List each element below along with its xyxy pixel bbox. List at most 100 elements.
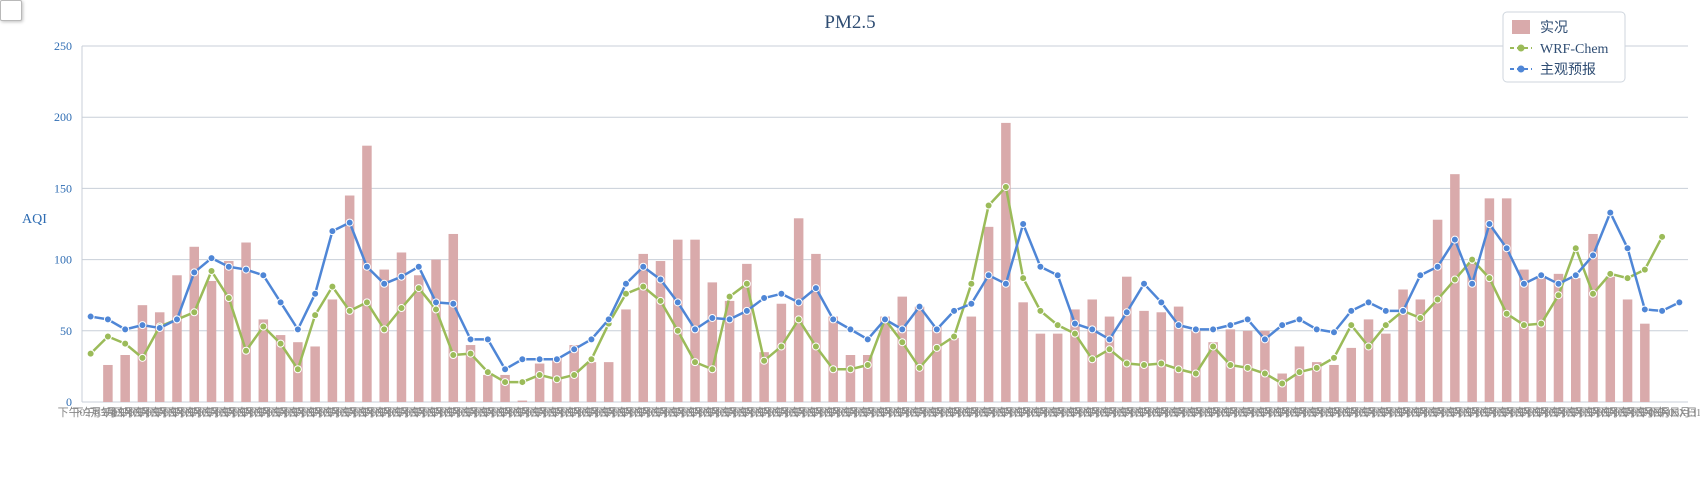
series-1-point-36 xyxy=(708,313,717,322)
series-0-point-77 xyxy=(1416,313,1425,322)
bar-series xyxy=(103,122,1650,403)
bar-74 xyxy=(1363,319,1374,402)
series-1-point-72 xyxy=(1329,328,1338,337)
x-tick-label: 下午03月XX日 xyxy=(1368,406,1439,419)
series-1-point-84 xyxy=(1537,271,1546,280)
series-0-point-25 xyxy=(518,378,527,387)
bar-84 xyxy=(1536,276,1546,402)
x-tick-label: 下午03月XX日 xyxy=(331,406,402,419)
series-0-point-18 xyxy=(397,304,406,313)
bar-53 xyxy=(1001,122,1011,403)
line-series xyxy=(86,182,1684,388)
bar-49 xyxy=(932,326,942,402)
x-tick-label: 下午03月XX日 xyxy=(1592,406,1663,419)
x-tick-label: 下午03月XX日 xyxy=(1540,406,1611,419)
series-0-point-48 xyxy=(915,363,924,372)
series-1-point-46 xyxy=(881,315,889,324)
bar-6 xyxy=(189,246,199,402)
x-tick-label: 下午03月XX日 xyxy=(1229,406,1300,419)
series-1-point-51 xyxy=(967,299,976,308)
series-1-point-55 xyxy=(1036,262,1045,271)
series-1-point-7 xyxy=(207,254,216,263)
bar-34 xyxy=(673,239,683,402)
bar-80 xyxy=(1467,263,1477,402)
series-1-point-43 xyxy=(829,315,838,324)
x-tick-label: 下午03月XX日 xyxy=(228,406,299,419)
x-tick-label: 下午03月XX日 xyxy=(452,406,523,419)
x-tick-label: 下午03月XX日 xyxy=(1350,406,1421,419)
x-tick-label: 下午03月XX日 xyxy=(953,406,1024,419)
series-1-point-21 xyxy=(449,299,458,308)
series-1-point-3 xyxy=(138,321,147,330)
series-1-point-15 xyxy=(345,218,354,227)
corner-checkbox[interactable] xyxy=(0,0,22,21)
series-1-point-87 xyxy=(1589,251,1598,260)
bar-50 xyxy=(949,337,959,402)
series-0-point-71 xyxy=(1312,363,1321,372)
series-0-point-87 xyxy=(1589,289,1598,298)
bar-5 xyxy=(172,275,182,402)
bar-9 xyxy=(241,242,251,402)
x-tick-label: 下午03月XX日 xyxy=(677,406,748,419)
legend-swatch-marker xyxy=(1517,44,1525,52)
bar-23 xyxy=(483,374,493,402)
series-0-point-45 xyxy=(863,360,872,369)
bar-82 xyxy=(1501,198,1512,402)
chart-title: PM2.5 xyxy=(824,12,875,33)
x-tick-label: 下午03月XX日 xyxy=(1523,406,1594,419)
series-1-point-4 xyxy=(155,323,164,332)
series-0-point-65 xyxy=(1209,342,1218,351)
series-1-point-79 xyxy=(1450,235,1459,244)
bar-17 xyxy=(379,269,389,402)
x-tick-label: 下午03月XX日 xyxy=(539,406,610,419)
x-tick-label: 下午03月XX日 xyxy=(867,406,938,419)
series-1-point-92 xyxy=(1675,298,1684,307)
series-1-point-69 xyxy=(1278,321,1287,330)
series-0-point-2 xyxy=(121,339,130,348)
series-1-point-63 xyxy=(1174,321,1183,330)
bar-21 xyxy=(448,233,459,402)
x-tick-label: 下午03月XX日 xyxy=(1264,406,1335,419)
series-0-point-32 xyxy=(639,282,648,291)
series-0-point-40 xyxy=(777,342,786,351)
bar-7 xyxy=(206,280,217,402)
legend: 实况 WRF-Chem 主观预报 xyxy=(1502,11,1626,83)
series-1-point-90 xyxy=(1640,305,1649,314)
series-0-point-20 xyxy=(432,305,441,314)
series-0-point-13 xyxy=(311,311,320,320)
x-tick-label: 下午03月XX日 xyxy=(1575,406,1646,419)
series-1-point-40 xyxy=(777,289,786,298)
series-1-point-81 xyxy=(1485,220,1494,228)
series-0-point-54 xyxy=(1019,274,1028,283)
bar-16 xyxy=(362,145,372,402)
series-1-point-5 xyxy=(172,315,181,324)
series-1-point-78 xyxy=(1433,262,1442,271)
bar-78 xyxy=(1432,219,1443,402)
legend-label: WRF-Chem xyxy=(1540,42,1609,57)
series-1-point-26 xyxy=(535,355,544,364)
x-tick-label: 下午03月XX日 xyxy=(711,406,782,419)
bar-38 xyxy=(742,263,752,402)
series-1-point-83 xyxy=(1519,279,1528,288)
series-1-point-25 xyxy=(518,355,527,364)
y-tick-labels: 0 50 100 150 200 250 xyxy=(54,39,72,409)
x-tick-label: 下午03月31日 xyxy=(1646,406,1700,419)
x-tick-label: 下午03月XX日 xyxy=(815,406,886,419)
series-1-point-52 xyxy=(984,271,993,280)
bar-86 xyxy=(1571,278,1581,402)
x-tick-label: 下午03月XX日 xyxy=(107,406,178,419)
series-0-point-80 xyxy=(1468,255,1477,264)
series-0-point-43 xyxy=(829,365,838,374)
x-tick-label: 下午03月XX日 xyxy=(245,406,316,419)
series-1-point-31 xyxy=(621,279,630,288)
series-0-point-63 xyxy=(1174,365,1183,374)
series-0-point-28 xyxy=(570,370,579,379)
series-0-point-23 xyxy=(483,368,492,377)
series-1-point-42 xyxy=(811,284,820,293)
series-0-point-19 xyxy=(414,284,423,293)
x-tick-label: 下午03月XX日 xyxy=(763,406,834,419)
x-tick-label: 下午03月XX日 xyxy=(660,406,731,419)
bar-24 xyxy=(500,374,510,402)
series-1-point-59 xyxy=(1105,335,1114,344)
x-tick-label: 下午03月XX日 xyxy=(1385,406,1456,419)
